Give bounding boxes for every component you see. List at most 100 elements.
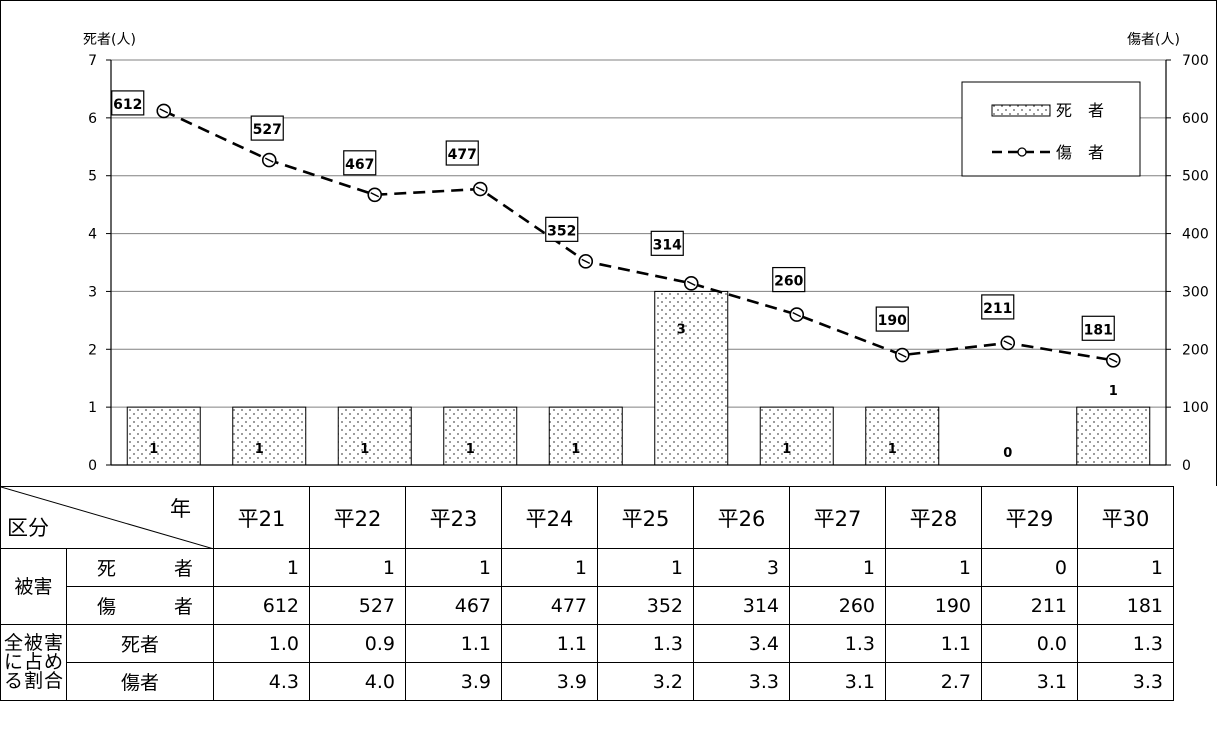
ratio-deaths-row: 全被害に占める割合 死者 1.0 0.9 1.1 1.1 1.3 3.4 1.3… <box>0 624 1174 701</box>
year-cell: 平23 <box>405 486 502 549</box>
left-tick-label: 2 <box>88 342 97 358</box>
deaths-cell: 1 <box>405 548 502 587</box>
line-label-box <box>545 216 579 242</box>
right-tick-label: 700 <box>1182 53 1209 69</box>
line-label: 352 <box>547 223 576 239</box>
line-label: 190 <box>878 313 907 329</box>
bar <box>865 406 940 466</box>
bar <box>759 406 834 466</box>
ratio-deaths-cell: 1.0 <box>213 624 310 663</box>
ratio-deaths-cell: 0.0 <box>981 624 1078 663</box>
left-tick-label: 7 <box>88 53 97 69</box>
legend-box <box>961 81 1141 177</box>
bar-label: 1 <box>1109 384 1118 399</box>
deaths-cell: 1 <box>501 548 598 587</box>
injured-line <box>163 109 1114 362</box>
left-tick-label: 3 <box>88 284 97 300</box>
bar-label: 1 <box>466 442 475 457</box>
injured-cell: 260 <box>789 586 886 625</box>
bar <box>1076 406 1151 466</box>
legend-label-injured: 傷 者 <box>1056 143 1104 162</box>
line-label-box <box>772 266 806 293</box>
line-label-box <box>343 150 377 176</box>
damage-group-label: 被害 <box>0 548 67 625</box>
left-axis-label: 死者(人) <box>83 32 136 48</box>
combo-chart: 1 1 1 1 131 1 01612527467477352314260190211181… <box>83 32 1209 474</box>
right-tick-label: 600 <box>1182 111 1209 127</box>
ratio-injured-cell: 3.3 <box>1077 662 1174 701</box>
injured-marker-stroke <box>264 157 274 163</box>
left-tick-label: 1 <box>88 400 97 416</box>
table-corner: 年 区分 <box>0 486 214 549</box>
deaths-cell: 0 <box>981 548 1078 587</box>
right-tick-label: 500 <box>1182 169 1209 185</box>
ratio-injured-cell: 4.0 <box>309 662 406 701</box>
ratio-deaths-cell: 0.9 <box>309 624 406 663</box>
legend: 死 者傷 者 <box>961 81 1141 177</box>
corner-diagonal <box>1 487 214 549</box>
injured-cell: 181 <box>1077 586 1174 625</box>
ratio-injured-cell: 3.9 <box>501 662 598 701</box>
chart-frame <box>0 0 1217 486</box>
deaths-cell: 1 <box>309 548 406 587</box>
bar <box>337 406 412 466</box>
injured-marker-stroke <box>686 280 696 286</box>
ratio-deaths-cell: 1.1 <box>501 624 598 663</box>
year-cell: 平29 <box>981 486 1078 549</box>
bar <box>232 406 307 466</box>
data-table: 年 区分 平21 平22 平23 平24 平25 平26 平27 平28 平29… <box>0 486 1174 701</box>
line-label-box <box>1081 315 1115 341</box>
injured-cell: 190 <box>885 586 982 625</box>
line-label-box <box>875 306 909 332</box>
line-label: 181 <box>1084 322 1113 338</box>
ratio-deaths-cell: 1.1 <box>405 624 502 663</box>
line-label-box <box>981 294 1015 320</box>
deaths-cell: 1 <box>213 548 310 587</box>
injured-cell: 467 <box>405 586 502 625</box>
line-label: 612 <box>113 97 142 113</box>
bar-label: 1 <box>149 442 158 457</box>
year-cell: 平25 <box>597 486 694 549</box>
ratio-injured-cell: 2.7 <box>885 662 982 701</box>
year-header-row: 年 区分 平21 平22 平23 平24 平25 平26 平27 平28 平29… <box>0 486 1174 549</box>
injured-row: 傷者 612 527 467 477 352 314 260 190 211 1… <box>1 586 1174 625</box>
right-tick-label: 300 <box>1182 284 1209 300</box>
bar-label: 0 <box>1003 446 1012 461</box>
injured-marker-stroke <box>475 186 485 192</box>
line-label: 477 <box>448 147 477 163</box>
year-cell: 平24 <box>501 486 598 549</box>
deaths-cell: 1 <box>789 548 886 587</box>
ratio-deaths-cell: 1.3 <box>1077 624 1174 663</box>
bar-label: 1 <box>888 442 897 457</box>
line-label: 260 <box>774 274 803 290</box>
bar <box>654 290 729 466</box>
ratio-deaths-cell: 1.3 <box>789 624 886 663</box>
right-tick-label: 400 <box>1182 227 1209 243</box>
ratio-injured-row: 傷者 4.3 4.0 3.9 3.9 3.2 3.3 3.1 2.7 3.1 3… <box>1 662 1174 701</box>
ratio-group-label: 全被害に占める割合 <box>0 624 67 701</box>
line-label: 211 <box>983 301 1012 317</box>
injured-cell: 314 <box>693 586 790 625</box>
year-cell: 平22 <box>309 486 406 549</box>
bar <box>548 406 623 466</box>
bar <box>126 406 201 466</box>
legend-bar-swatch <box>991 104 1051 117</box>
ratio-injured-cell: 3.3 <box>693 662 790 701</box>
bar-label: 1 <box>360 442 369 457</box>
injured-marker-stroke <box>1003 340 1013 346</box>
ratio-injured-cell: 4.3 <box>213 662 310 701</box>
injured-row-label: 傷者 <box>66 586 214 625</box>
ratio-injured-cell: 3.9 <box>405 662 502 701</box>
deaths-cell: 3 <box>693 548 790 587</box>
injured-cell: 612 <box>213 586 310 625</box>
bar <box>443 406 518 466</box>
line-label: 314 <box>653 237 682 253</box>
right-tick-label: 100 <box>1182 400 1209 416</box>
ratio-deaths-label: 死者 <box>66 624 214 663</box>
ratio-injured-label: 傷者 <box>66 662 214 701</box>
line-label-box <box>445 140 479 166</box>
corner-year-label: 年 <box>170 497 191 521</box>
injured-cell: 527 <box>309 586 406 625</box>
legend-label-deaths: 死 者 <box>1056 101 1104 120</box>
ratio-injured-cell: 3.1 <box>981 662 1078 701</box>
